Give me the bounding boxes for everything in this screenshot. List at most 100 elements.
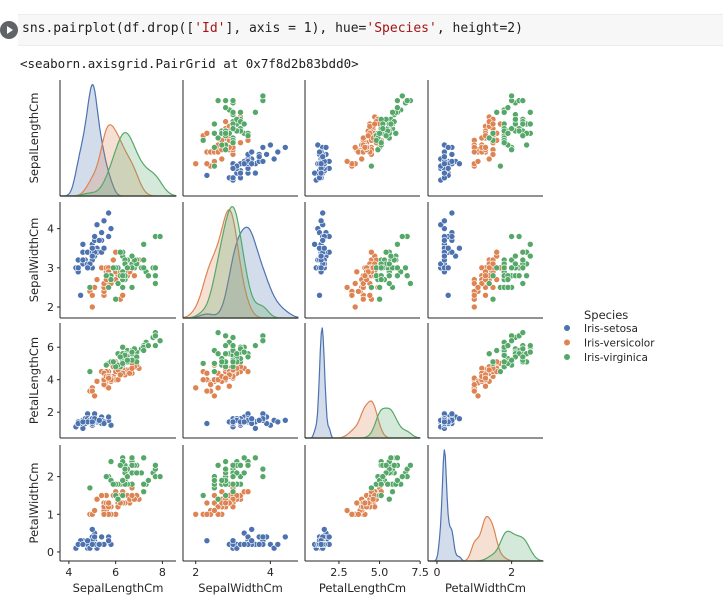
scatter-point-Iris-virginica	[229, 461, 237, 469]
scatter-point-Iris-virginica	[387, 120, 395, 128]
scatter-point-Iris-virginica	[376, 129, 383, 137]
kde-Iris-setosa	[183, 226, 299, 319]
scatter-point-Iris-virginica	[199, 360, 207, 367]
scatter-point-Iris-setosa	[79, 418, 87, 426]
scatter-point-Iris-virginica	[377, 492, 385, 499]
scatter-point-Iris-versicolor	[117, 371, 124, 379]
scatter-point-Iris-virginica	[244, 461, 252, 469]
scatter-point-Iris-virginica	[504, 104, 512, 111]
scatter-point-Iris-versicolor	[470, 292, 478, 299]
scatter-point-Iris-versicolor	[366, 292, 374, 299]
scatter-point-Iris-setosa	[91, 533, 98, 541]
scatter-point-Iris-virginica	[211, 477, 218, 484]
scatter-point-Iris-versicolor	[237, 139, 244, 146]
code-token: sns.pairplot(df.drop([	[22, 21, 195, 36]
scatter-point-Iris-virginica	[140, 454, 147, 462]
code-line[interactable]: sns.pairplot(df.drop(['Id'], axis = 1), …	[22, 21, 523, 36]
scatter-point-Iris-virginica	[508, 337, 515, 345]
scatter-point-Iris-versicolor	[93, 495, 101, 503]
scatter-point-Iris-virginica	[394, 454, 401, 462]
scatter-point-Iris-setosa	[274, 541, 282, 548]
scatter-point-Iris-versicolor	[358, 155, 366, 163]
y-axis-label: SepalWidthCm	[27, 218, 41, 303]
scatter-point-Iris-virginica	[377, 276, 385, 283]
scatter-point-Iris-setosa	[320, 244, 328, 252]
scatter-point-Iris-versicolor	[470, 148, 478, 156]
scatter-point-Iris-versicolor	[222, 374, 229, 382]
run-cell-button[interactable]	[0, 21, 18, 39]
scatter-point-Iris-virginica	[493, 347, 501, 354]
scatter-point-Iris-virginica	[387, 454, 395, 462]
scatter-point-Iris-setosa	[74, 264, 82, 272]
code-token: 'Species'	[366, 21, 437, 36]
scatter-point-Iris-virginica	[110, 264, 117, 272]
scatter-point-Iris-virginica	[103, 272, 110, 279]
scatter-point-Iris-virginica	[222, 458, 229, 465]
scatter-point-Iris-versicolor	[482, 144, 489, 151]
scatter-point-Iris-virginica	[229, 139, 237, 146]
scatter-point-Iris-setosa	[240, 541, 248, 548]
y-tick-label: 2	[47, 471, 54, 484]
scatter-point-Iris-versicolor	[93, 276, 101, 283]
x-tick-label: 7.5	[411, 566, 429, 579]
scatter-point-Iris-setosa	[229, 165, 237, 172]
scatter-point-Iris-virginica	[222, 104, 229, 111]
scatter-point-Iris-virginica	[504, 284, 512, 291]
scatter-point-Iris-virginica	[368, 484, 375, 492]
legend-entry: Iris-versicolor	[584, 338, 655, 350]
scatter-point-Iris-setosa	[229, 418, 237, 426]
scatter-point-Iris-virginica	[152, 342, 159, 349]
panel-SepalLengthCm-vs-PetalWidthCm	[427, 80, 543, 197]
scatter-point-Iris-setosa	[270, 155, 278, 163]
scatter-point-Iris-virginica	[519, 120, 527, 128]
scatter-point-Iris-virginica	[237, 108, 244, 116]
scatter-point-Iris-virginica	[214, 461, 222, 469]
code-cell[interactable]: sns.pairplot(df.drop(['Id'], axis = 1), …	[0, 0, 723, 50]
scatter-point-Iris-versicolor	[359, 295, 367, 303]
y-tick-label: 2	[47, 301, 54, 314]
scatter-point-Iris-virginica	[523, 141, 530, 149]
scatter-point-Iris-versicolor	[489, 151, 497, 158]
scatter-point-Iris-setosa	[317, 264, 325, 272]
scatter-point-Iris-setosa	[317, 541, 325, 548]
scatter-point-Iris-virginica	[519, 264, 527, 272]
scatter-point-Iris-virginica	[526, 348, 534, 356]
scatter-point-Iris-virginica	[152, 264, 159, 272]
code-editor[interactable]: sns.pairplot(df.drop(['Id'], axis = 1), …	[18, 14, 723, 46]
scatter-point-Iris-virginica	[214, 350, 222, 358]
scatter-point-Iris-virginica	[240, 120, 248, 128]
scatter-point-Iris-virginica	[394, 104, 401, 111]
scatter-point-Iris-virginica	[145, 272, 152, 279]
scatter-point-Iris-versicolor	[98, 492, 105, 499]
scatter-point-Iris-virginica	[214, 97, 222, 104]
scatter-point-Iris-versicolor	[91, 392, 98, 400]
scatter-point-Iris-virginica	[240, 454, 248, 462]
scatter-point-Iris-virginica	[390, 461, 398, 469]
scatter-point-Iris-virginica	[500, 358, 508, 366]
scatter-point-Iris-virginica	[489, 272, 497, 279]
scatter-point-Iris-virginica	[211, 368, 218, 375]
scatter-point-Iris-versicolor	[203, 387, 211, 395]
scatter-point-Iris-versicolor	[361, 499, 369, 507]
scatter-point-Iris-setosa	[203, 537, 211, 545]
x-axis-label: PetalLengthCm	[319, 581, 406, 595]
legend-entry: Iris-virginica	[584, 352, 648, 364]
scatter-point-Iris-virginica	[403, 272, 411, 279]
x-tick-label: 0	[433, 566, 440, 579]
scatter-point-Iris-setosa	[441, 252, 448, 260]
scatter-point-Iris-setosa	[105, 413, 112, 421]
scatter-point-Iris-virginica	[214, 495, 222, 503]
scatter-point-Iris-virginica	[117, 248, 124, 256]
panel-SepalWidthCm-vs-PetalWidthCm	[427, 202, 543, 319]
scatter-point-Iris-setosa	[89, 244, 96, 252]
scatter-point-Iris-versicolor	[351, 303, 359, 311]
scatter-point-Iris-virginica	[229, 125, 237, 132]
scatter-point-Iris-virginica	[140, 264, 147, 272]
scatter-point-Iris-setosa	[96, 541, 103, 548]
scatter-point-Iris-setosa	[448, 410, 456, 418]
scatter-point-Iris-virginica	[86, 484, 94, 492]
scatter-point-Iris-virginica	[117, 461, 124, 469]
scatter-point-Iris-versicolor	[214, 384, 222, 392]
legend-marker	[563, 353, 571, 361]
scatter-point-Iris-virginica	[389, 108, 396, 116]
